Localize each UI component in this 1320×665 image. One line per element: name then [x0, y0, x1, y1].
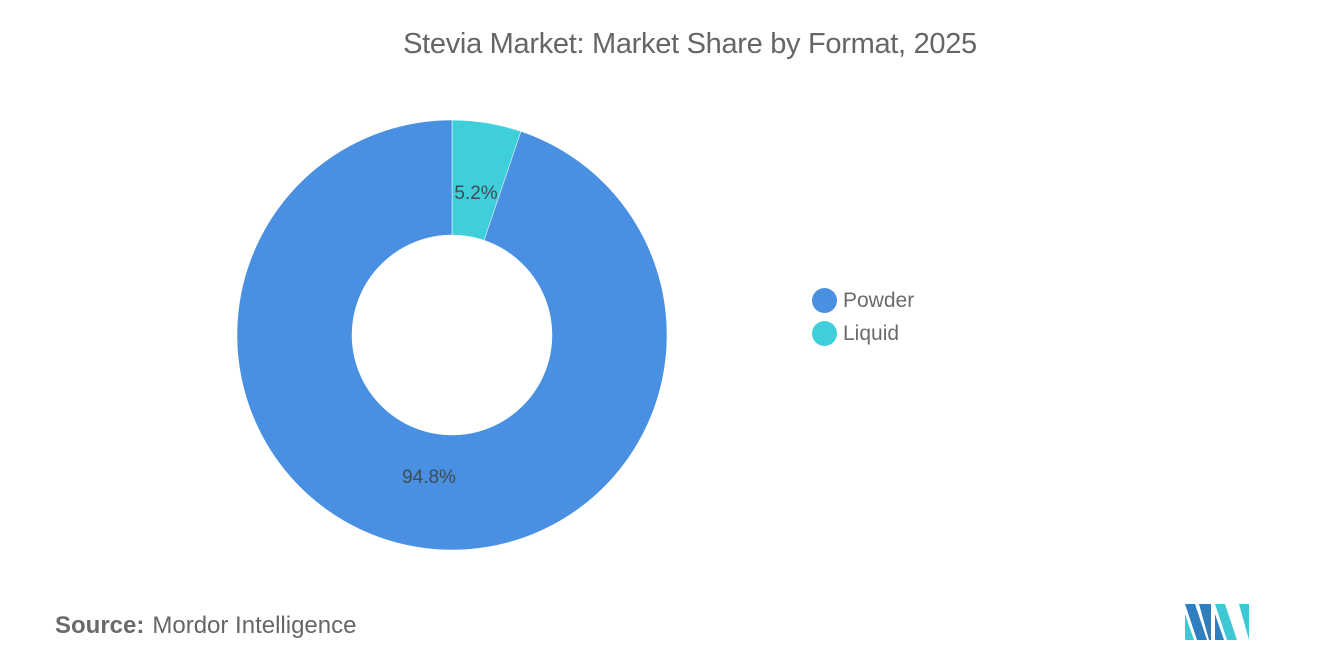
legend-label: Powder [843, 288, 915, 312]
liquid-swatch-icon [812, 321, 837, 346]
source-note: Source: Mordor Intelligence [55, 612, 356, 640]
chart-legend: Powder Liquid [812, 284, 914, 350]
powder-swatch-icon [812, 288, 837, 313]
legend-item-liquid[interactable]: Liquid [812, 317, 914, 350]
powder-data-label: 94.8% [402, 467, 456, 488]
mordor-intelligence-logo-icon [1185, 604, 1249, 640]
legend-item-powder[interactable]: Powder [812, 284, 914, 317]
slice-powder[interactable] [236, 119, 668, 551]
source-value: Mordor Intelligence [152, 612, 357, 639]
donut-slices [236, 119, 668, 551]
liquid-data-label: 5.2% [454, 183, 497, 204]
legend-label: Liquid [843, 321, 900, 345]
chart-title: Stevia Market: Market Share by Format, 2… [403, 28, 977, 60]
source-key: Source: [55, 612, 145, 639]
